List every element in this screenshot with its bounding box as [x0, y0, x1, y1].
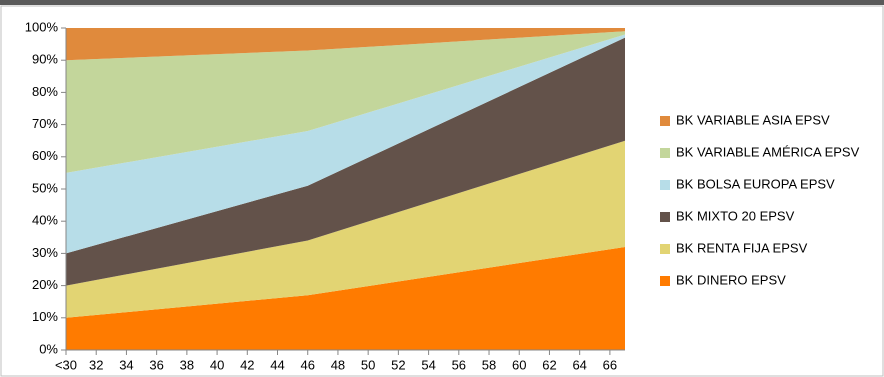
y-tick-label: 90%: [32, 52, 58, 67]
legend-swatch: [660, 116, 670, 126]
legend-label: BK MIXTO 20 EPSV: [676, 208, 795, 223]
area: [66, 140, 625, 318]
x-tick-label: 60: [512, 357, 526, 372]
x-tick-label: <30: [55, 357, 77, 372]
y-tick-label: 50%: [32, 180, 58, 195]
x-tick-label: 56: [452, 357, 466, 372]
x-tick-label: 32: [89, 357, 103, 372]
y-tick-label: 70%: [32, 116, 58, 131]
area: [66, 246, 625, 350]
x-tick-label: 58: [482, 357, 496, 372]
x-tick-label: 42: [240, 357, 254, 372]
legend-label: BK VARIABLE ASIA EPSV: [676, 112, 830, 127]
x-tick-label: 36: [149, 357, 163, 372]
x-tick-label: 34: [119, 357, 133, 372]
legend-swatch: [660, 180, 670, 190]
legend-label: BK RENTA FIJA EPSV: [676, 240, 808, 255]
x-tick-label: 54: [421, 357, 435, 372]
legend-label: BK BOLSA EUROPA EPSV: [676, 176, 835, 191]
x-tick-label: 46: [300, 357, 314, 372]
frame: [0, 5, 884, 377]
y-tick-label: 80%: [32, 84, 58, 99]
y-tick-label: 100%: [25, 19, 59, 34]
x-tick-label: 50: [361, 357, 375, 372]
legend-label: BK DINERO EPSV: [676, 272, 786, 287]
legend-swatch: [660, 212, 670, 222]
area: [66, 37, 625, 286]
x-tick-label: 44: [270, 357, 284, 372]
x-tick-label: 64: [572, 357, 586, 372]
y-tick-label: 0%: [39, 341, 58, 356]
x-tick-label: 48: [331, 357, 345, 372]
legend-swatch: [660, 276, 670, 286]
y-tick-label: 30%: [32, 245, 58, 260]
y-tick-label: 60%: [32, 148, 58, 163]
y-tick-label: 20%: [32, 277, 58, 292]
x-tick-label: 38: [180, 357, 194, 372]
top-bar: [0, 0, 884, 5]
x-tick-label: 66: [603, 357, 617, 372]
y-tick-label: 10%: [32, 309, 58, 324]
y-tick-label: 40%: [32, 213, 58, 228]
legend-swatch: [660, 148, 670, 158]
legend-swatch: [660, 244, 670, 254]
x-tick-label: 40: [210, 357, 224, 372]
legend-label: BK VARIABLE AMÉRICA EPSV: [676, 144, 860, 159]
x-tick-label: 52: [391, 357, 405, 372]
area: [66, 31, 625, 173]
area: [66, 34, 625, 254]
x-tick-label: 62: [542, 357, 556, 372]
area: [66, 28, 625, 61]
